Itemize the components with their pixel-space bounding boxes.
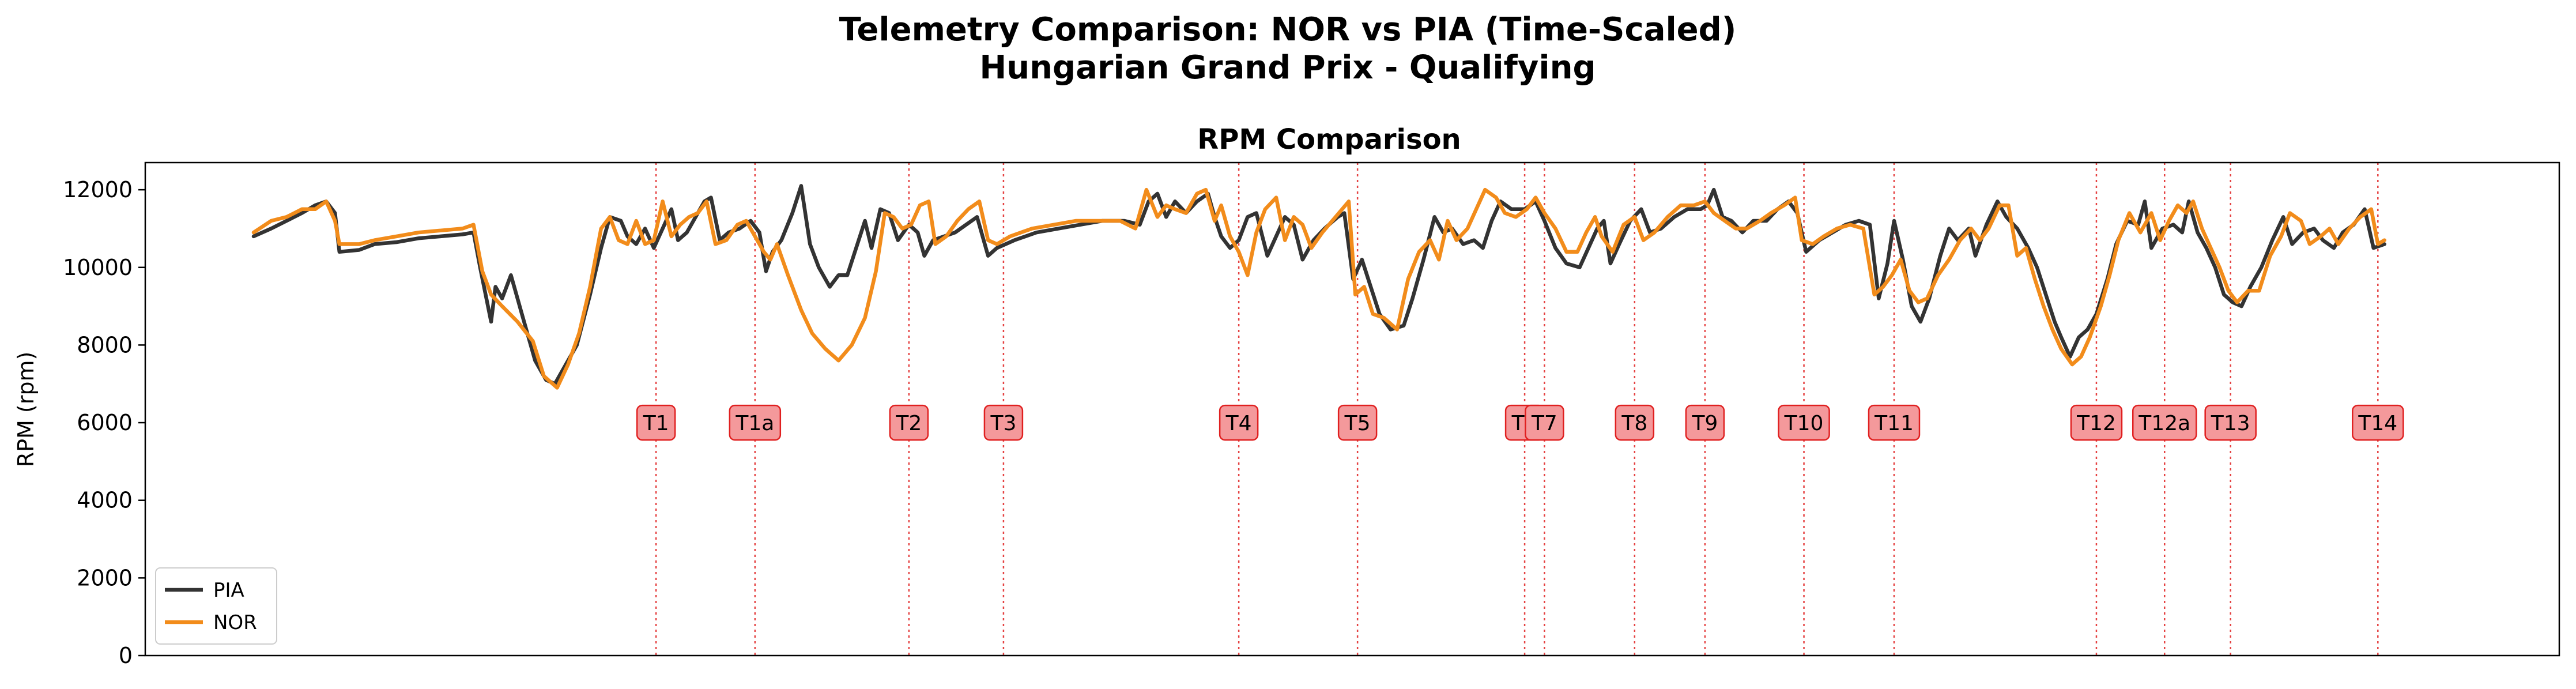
corner-label-T5: T5 bbox=[1337, 404, 1378, 441]
corner-label-box bbox=[1685, 404, 1725, 441]
corner-label-box bbox=[1778, 404, 1830, 441]
corner-label-text: T2 bbox=[895, 412, 922, 435]
corner-label-T11: T11 bbox=[1868, 404, 1921, 441]
corner-label-text: T8 bbox=[1621, 412, 1647, 435]
corner-label-T12a: T12a bbox=[2132, 404, 2197, 441]
corner-label-box bbox=[2070, 404, 2123, 441]
corner-label-box bbox=[2132, 404, 2197, 441]
corner-label-text: T4 bbox=[1225, 412, 1252, 435]
corner-label-text: T5 bbox=[1344, 412, 1371, 435]
corner-label-T7: T7 bbox=[1525, 404, 1564, 441]
y-tick-label-4: 8000 bbox=[77, 332, 133, 357]
y-tick-label-2: 4000 bbox=[77, 488, 133, 513]
y-axis-label: RPM (rpm) bbox=[13, 352, 39, 468]
corner-label-T9: T9 bbox=[1685, 404, 1725, 441]
corner-label-text: T12 bbox=[2076, 412, 2116, 435]
y-tick-label-5: 10000 bbox=[63, 255, 133, 280]
corner-label-box bbox=[1615, 404, 1655, 441]
series-line-nor bbox=[251, 187, 2386, 390]
series-lines bbox=[251, 184, 2386, 390]
chart-title: Telemetry Comparison: NOR vs PIA (Time-S… bbox=[839, 11, 1737, 48]
corner-label-text: T1 bbox=[643, 412, 669, 435]
corner-label-text: T1a bbox=[735, 412, 774, 435]
corner-label-box bbox=[636, 404, 676, 441]
legend-box bbox=[155, 567, 277, 645]
corner-label-text: T13 bbox=[2211, 412, 2250, 435]
panel-title: RPM Comparison bbox=[1197, 123, 1461, 156]
corner-label-T10: T10 bbox=[1778, 404, 1830, 441]
corner-label-T2: T2 bbox=[889, 404, 929, 441]
corner-label-T3: T3 bbox=[983, 404, 1024, 441]
corner-label-box bbox=[1219, 404, 1259, 441]
corner-label-T1: T1 bbox=[636, 404, 676, 441]
corner-label-box bbox=[1525, 404, 1564, 441]
corner-label-text: T11 bbox=[1874, 412, 1914, 435]
corner-label-T12: T12 bbox=[2070, 404, 2123, 441]
chart-subtitle: Hungarian Grand Prix - Qualifying bbox=[979, 49, 1596, 86]
corner-label-box bbox=[983, 404, 1024, 441]
corner-label-text: T10 bbox=[1784, 412, 1824, 435]
corner-label-T4: T4 bbox=[1219, 404, 1259, 441]
y-tick-label-3: 6000 bbox=[77, 410, 133, 435]
y-axis-ticks: 0 2000 4000 6000 8000 10000 12000 bbox=[63, 177, 145, 668]
series-line-pia bbox=[251, 184, 2386, 386]
corner-label-box bbox=[729, 404, 782, 441]
y-tick-label-0: 0 bbox=[119, 643, 133, 668]
y-tick-label-6: 12000 bbox=[63, 177, 133, 202]
corner-label-box bbox=[1868, 404, 1921, 441]
corner-label-T1a: T1a bbox=[729, 404, 782, 441]
corner-label-box bbox=[2204, 404, 2257, 441]
corner-label-box bbox=[2352, 404, 2404, 441]
corner-label-T8: T8 bbox=[1615, 404, 1655, 441]
corner-label-T14: T14 bbox=[2352, 404, 2404, 441]
corner-label-box bbox=[889, 404, 929, 441]
plot-frame bbox=[144, 161, 2560, 657]
corner-label-text: T9 bbox=[1691, 412, 1718, 435]
corner-label-text: T7 bbox=[1531, 412, 1557, 435]
corner-label-box bbox=[1337, 404, 1378, 441]
legend-label-pia: PIA bbox=[213, 579, 244, 602]
legend-label-nor: NOR bbox=[213, 611, 257, 634]
corner-label-text: T14 bbox=[2358, 412, 2397, 435]
y-tick-label-1: 2000 bbox=[77, 565, 133, 590]
corner-label-T13: T13 bbox=[2204, 404, 2257, 441]
legend: PIA NOR bbox=[155, 567, 277, 645]
corner-label-text: T12a bbox=[2138, 412, 2190, 435]
corner-label-text: T3 bbox=[990, 412, 1016, 435]
